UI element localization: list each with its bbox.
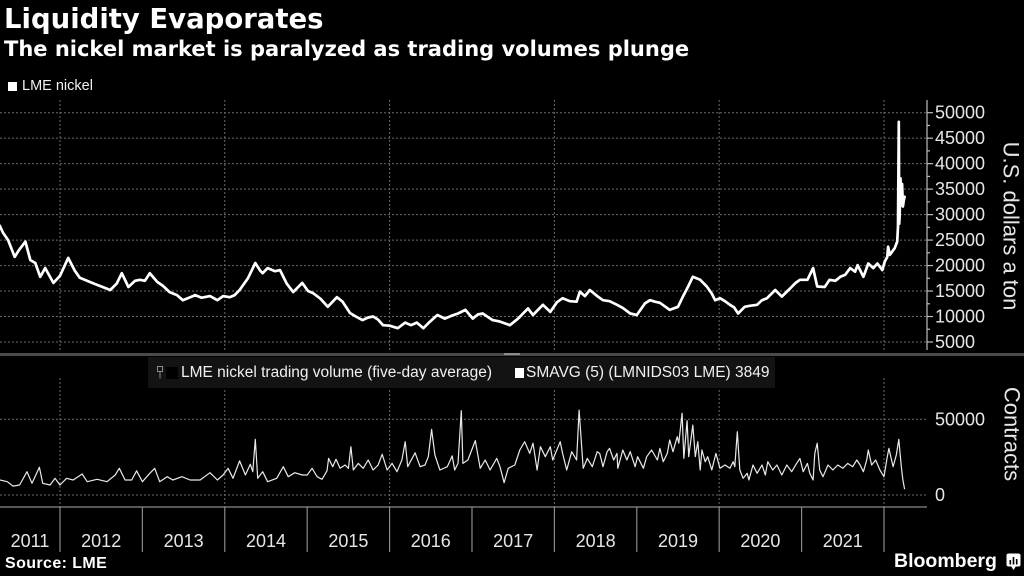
volume-series-line	[0, 409, 906, 490]
panel-divider-handle[interactable]	[504, 353, 520, 355]
year-tick-label: 2017	[493, 531, 533, 551]
volume-tick-label: 0	[935, 485, 945, 505]
year-tick-label: 2012	[81, 531, 121, 551]
legend-swatch-smavg	[515, 367, 524, 378]
price-tick-label: 5000	[935, 332, 975, 352]
series-layer	[0, 120, 906, 490]
source-note: Source: LME	[5, 555, 108, 572]
year-tick-label: 2015	[328, 531, 368, 551]
price-tick-label: 50000	[935, 103, 985, 123]
year-tick-label: 2011	[11, 531, 50, 551]
price-tick-label: 25000	[935, 230, 985, 250]
price-tick-label: 40000	[935, 154, 985, 174]
year-tick-label: 2016	[411, 531, 451, 551]
price-tick-label: 35000	[935, 179, 985, 199]
brand-logo-text: Bloomberg	[894, 550, 997, 572]
pin-icon[interactable]	[157, 366, 163, 379]
price-legend: LME nickel	[8, 78, 93, 94]
year-tick-label: 2021	[823, 531, 863, 551]
legend-label-volume: LME nickel trading volume (five-day aver…	[181, 363, 492, 381]
volume-axis-title: Contracts	[1000, 387, 1024, 481]
price-tick-label: 30000	[935, 205, 985, 225]
year-tick-label: 2014	[246, 531, 286, 551]
price-tick-label: 10000	[935, 307, 985, 327]
volume-tick-label: 50000	[935, 409, 985, 429]
year-tick-label: 2013	[164, 531, 204, 551]
gridlines	[0, 100, 927, 507]
legend-label-price: LME nickel	[22, 78, 93, 94]
year-tick-label: 2019	[658, 531, 698, 551]
year-tick-label: 2020	[740, 531, 780, 551]
legend-label-smavg: SMAVG (5) (LMNIDS03 LME) 3849	[526, 363, 770, 381]
year-tick-label: 2018	[576, 531, 616, 551]
price-series-line	[0, 120, 906, 330]
axes-layer: 5000 10000 15000 20000 25000 30000 35000 40000 4…	[0, 100, 985, 552]
price-tick-label: 15000	[935, 281, 985, 301]
price-tick-label: 20000	[935, 256, 985, 276]
legend-swatch-volume	[166, 366, 178, 379]
price-axis-title: U.S. dollars a ton	[999, 142, 1024, 311]
volume-legend: LME nickel trading volume (five-day aver…	[148, 357, 775, 388]
bloomberg-chart-icon	[1006, 553, 1021, 570]
legend-swatch-price	[8, 81, 17, 91]
chart-subtitle: The nickel market is paralyzed as tradin…	[4, 37, 690, 61]
price-tick-label: 45000	[935, 128, 985, 148]
chart-title: Liquidity Evaporates	[4, 3, 324, 35]
